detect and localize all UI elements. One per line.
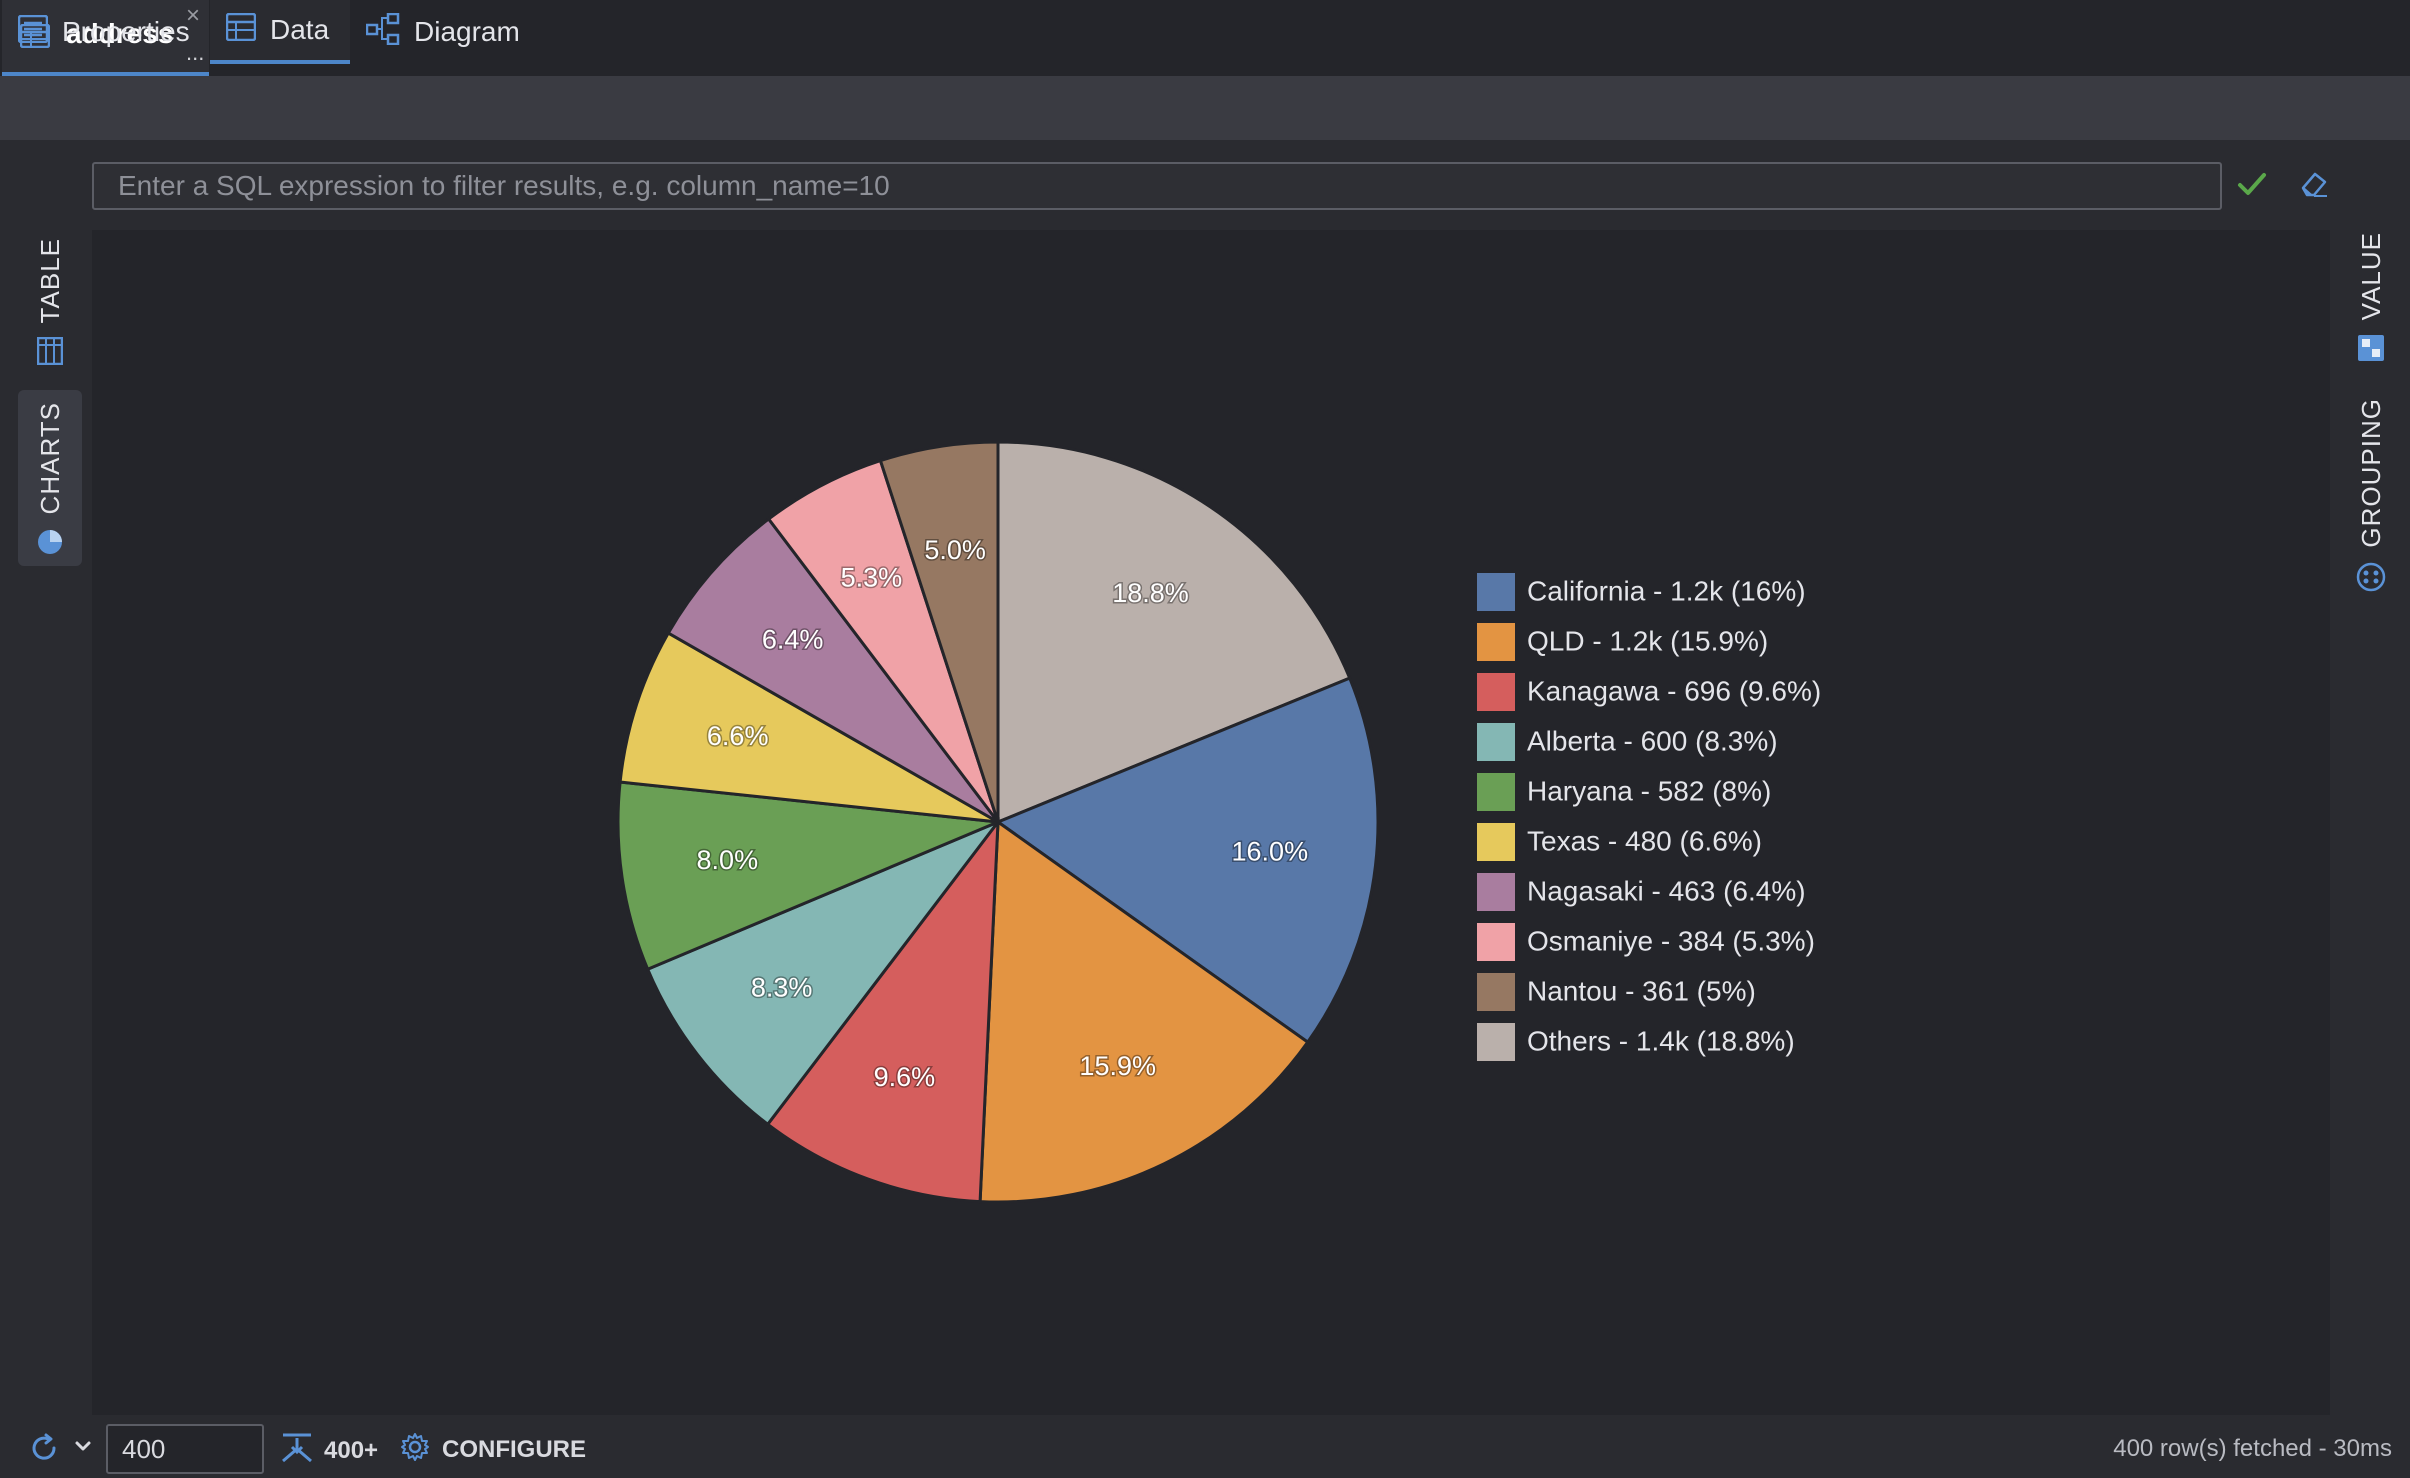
side-tab-charts-label: CHARTS [34, 402, 65, 515]
legend-swatch [1477, 623, 1515, 661]
legend-swatch [1477, 673, 1515, 711]
legend-item[interactable]: Alberta - 600 (8.3%) [1477, 723, 1778, 761]
legend-item[interactable]: Texas - 480 (6.6%) [1477, 823, 1762, 861]
legend-item[interactable]: Nantou - 361 (5%) [1477, 973, 1756, 1011]
tab-diagram-label: Diagram [414, 16, 520, 47]
pie-slice[interactable] [996, 440, 1352, 825]
refresh-dropdown[interactable] [74, 1436, 92, 1461]
pie-slice[interactable] [765, 817, 1000, 1204]
tab-data[interactable]: Data [210, 0, 350, 64]
legend-swatch [1477, 923, 1515, 961]
legend-item[interactable]: California - 1.2k (16%) [1477, 573, 1806, 611]
eraser-icon [2299, 170, 2329, 203]
side-tab-table-label: TABLE [34, 238, 65, 324]
chart-panel: 18.8% 16.0% 15.9% 9.6% 8.3% 8.0% 6.6% 6.4% 5.3% 5… [92, 230, 2330, 1415]
pie-slice[interactable] [645, 818, 1003, 1127]
fetch-more-icon [280, 1432, 314, 1469]
side-tab-value[interactable]: VALUE [2346, 232, 2396, 372]
slice-label: 8.3% [751, 973, 813, 1003]
legend-label: Others - 1.4k (18.8%) [1527, 1025, 1795, 1056]
legend-label: Texas - 480 (6.6%) [1527, 825, 1762, 856]
legend-item[interactable]: QLD - 1.2k (15.9%) [1477, 623, 1768, 661]
side-tab-charts[interactable]: CHARTS [18, 390, 82, 566]
slice-label: 15.9% [1079, 1051, 1156, 1081]
close-icon[interactable]: × [186, 2, 201, 29]
chevron-down-icon [74, 1441, 92, 1460]
legend-swatch [1477, 873, 1515, 911]
legend-item[interactable]: Nagasaki - 463 (6.4%) [1477, 873, 1806, 911]
value-panel-icon [2357, 334, 2385, 369]
pie-slice[interactable] [616, 780, 999, 972]
tab-data-label: Data [270, 14, 330, 45]
fetch-more-button[interactable]: 400+ [280, 1432, 378, 1469]
slice-label: 5.3% [841, 563, 903, 593]
side-tab-grouping[interactable]: GROUPING [2346, 398, 2396, 594]
slice-label: 8.0% [697, 845, 759, 875]
legend-swatch [1477, 1023, 1515, 1061]
slice-label: 16.0% [1232, 836, 1309, 866]
document-tab-label: address [66, 18, 174, 49]
editor-subtab-bar [0, 76, 2410, 140]
sql-filter-input[interactable] [92, 162, 2222, 210]
document-tab-bar [0, 0, 2410, 76]
more-icon[interactable]: ... [186, 40, 205, 65]
legend-label: Nagasaki - 463 (6.4%) [1527, 875, 1806, 906]
row-limit-input[interactable] [106, 1424, 264, 1474]
legend-swatch [1477, 973, 1515, 1011]
legend-label: QLD - 1.2k (15.9%) [1527, 625, 1768, 656]
tab-properties-label: Properties [62, 16, 190, 47]
apply-filter-button[interactable] [2226, 160, 2278, 212]
fetch-more-label: 400+ [324, 1436, 379, 1464]
legend-swatch [1477, 723, 1515, 761]
tab-diagram[interactable]: Diagram [350, 0, 530, 64]
data-grid-icon [225, 12, 257, 48]
configure-button[interactable]: CONFIGURE [400, 1432, 586, 1467]
legend-label: Osmaniye - 384 (5.3%) [1527, 925, 1815, 956]
bottom-toolbar [0, 1418, 2410, 1478]
legend-item[interactable]: Others - 1.4k (18.8%) [1477, 1023, 1795, 1061]
clear-filter-button[interactable] [2288, 160, 2340, 212]
grid-icon [36, 337, 64, 372]
pie-chart[interactable]: 18.8% 16.0% 15.9% 9.6% 8.3% 8.0% 6.6% 6.4% 5.3% 5… [92, 230, 2330, 1415]
pie-chart-icon [36, 528, 64, 563]
tab-properties[interactable]: Properties [2, 0, 210, 64]
slice-label: 6.4% [762, 624, 824, 654]
document-tab-address[interactable]: address × ... [2, 0, 209, 76]
grouping-icon [2356, 562, 2386, 599]
legend-label: Kanagawa - 696 (9.6%) [1527, 675, 1821, 706]
check-icon [2237, 172, 2267, 201]
properties-icon [17, 14, 49, 50]
side-tab-table[interactable]: TABLE [18, 232, 82, 372]
legend-item[interactable]: Osmaniye - 384 (5.3%) [1477, 923, 1815, 961]
gear-icon [400, 1432, 430, 1467]
legend-label: Nantou - 361 (5%) [1527, 975, 1756, 1006]
slice-label: 6.6% [707, 721, 769, 751]
slice-label: 9.6% [874, 1062, 936, 1092]
legend-swatch [1477, 773, 1515, 811]
diagram-icon [365, 12, 400, 52]
legend-label: California - 1.2k (16%) [1527, 575, 1806, 606]
legend-swatch [1477, 823, 1515, 861]
refresh-button[interactable] [28, 1432, 60, 1469]
pie-slice[interactable] [978, 819, 1310, 1204]
status-text: 400 row(s) fetched - 30ms [2113, 1435, 2392, 1462]
legend-item[interactable]: Kanagawa - 696 (9.6%) [1477, 673, 1821, 711]
slice-label: 18.8% [1112, 578, 1189, 608]
legend-label: Alberta - 600 (8.3%) [1527, 725, 1778, 756]
legend-swatch [1477, 573, 1515, 611]
side-tab-value-label: VALUE [2355, 232, 2386, 321]
legend-item[interactable]: Haryana - 582 (8%) [1477, 773, 1771, 811]
pie-slice[interactable] [666, 516, 1000, 824]
pie-slice[interactable] [618, 630, 999, 824]
pie-slice[interactable] [878, 440, 1000, 823]
configure-label: CONFIGURE [442, 1435, 586, 1463]
pie-slice[interactable] [994, 676, 1380, 1045]
side-tab-grouping-label: GROUPING [2355, 398, 2386, 548]
slice-label: 5.0% [924, 535, 986, 565]
legend-label: Haryana - 582 (8%) [1527, 775, 1771, 806]
refresh-icon [28, 1433, 60, 1468]
